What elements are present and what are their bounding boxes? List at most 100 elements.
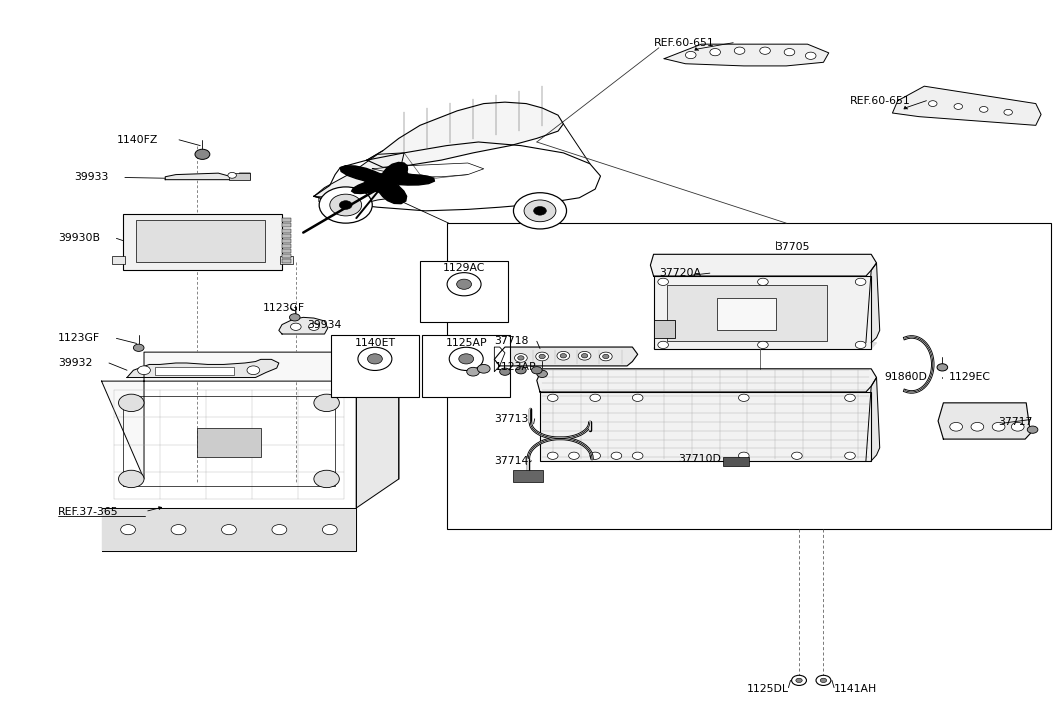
Circle shape: [137, 366, 150, 375]
Circle shape: [536, 352, 549, 361]
Circle shape: [954, 104, 962, 110]
Text: 37713: 37713: [494, 414, 528, 424]
Polygon shape: [102, 352, 399, 508]
Polygon shape: [651, 254, 877, 276]
Text: 91860D: 91860D: [884, 372, 927, 382]
Text: 39933: 39933: [74, 173, 108, 182]
Text: 1125AP: 1125AP: [445, 338, 487, 348]
Circle shape: [1003, 110, 1012, 115]
Bar: [113, 256, 125, 264]
Circle shape: [314, 470, 339, 488]
Bar: [282, 249, 290, 253]
Circle shape: [792, 452, 803, 460]
Bar: [318, 195, 337, 201]
Polygon shape: [866, 263, 880, 343]
Bar: [540, 392, 872, 461]
Bar: [280, 256, 292, 264]
Circle shape: [821, 678, 827, 682]
Text: 1129AC: 1129AC: [443, 264, 486, 273]
Circle shape: [247, 366, 259, 375]
Circle shape: [1027, 426, 1037, 433]
Bar: [654, 319, 675, 338]
Text: 37720A: 37720A: [659, 268, 701, 278]
Circle shape: [514, 354, 527, 362]
Circle shape: [227, 173, 236, 178]
Circle shape: [710, 49, 721, 56]
Circle shape: [314, 394, 339, 412]
Bar: [422, 335, 510, 397]
Circle shape: [319, 187, 372, 223]
Bar: [282, 223, 290, 227]
Text: 1123GF: 1123GF: [263, 303, 305, 313]
Polygon shape: [165, 174, 250, 179]
Circle shape: [119, 470, 144, 488]
Circle shape: [450, 347, 484, 370]
Circle shape: [929, 101, 938, 107]
Circle shape: [560, 354, 567, 358]
Circle shape: [632, 452, 643, 460]
Bar: [513, 470, 543, 482]
Circle shape: [569, 452, 579, 460]
Bar: [446, 223, 1050, 529]
Bar: [282, 259, 290, 263]
Circle shape: [121, 525, 135, 535]
Circle shape: [516, 367, 526, 374]
Circle shape: [557, 351, 570, 360]
Text: REF.60-651: REF.60-651: [654, 38, 714, 48]
Polygon shape: [102, 508, 356, 552]
Circle shape: [760, 47, 771, 54]
Circle shape: [739, 394, 749, 401]
Bar: [282, 229, 290, 232]
Circle shape: [133, 344, 144, 351]
Circle shape: [992, 423, 1005, 431]
Circle shape: [611, 452, 622, 460]
Circle shape: [686, 52, 696, 59]
Circle shape: [590, 394, 601, 401]
Text: 37714: 37714: [494, 456, 528, 466]
Polygon shape: [356, 352, 399, 508]
Bar: [154, 367, 234, 375]
Circle shape: [195, 150, 209, 160]
Circle shape: [581, 354, 588, 358]
Text: 37717: 37717: [998, 417, 1033, 428]
Text: 37710D: 37710D: [678, 454, 721, 464]
Circle shape: [322, 525, 337, 535]
Circle shape: [358, 347, 392, 370]
Polygon shape: [866, 378, 880, 461]
Text: 1140FZ: 1140FZ: [117, 135, 157, 144]
Bar: [135, 219, 265, 261]
Circle shape: [603, 354, 609, 359]
Circle shape: [459, 354, 474, 364]
Polygon shape: [654, 343, 877, 348]
Circle shape: [658, 278, 669, 285]
Text: 1141AH: 1141AH: [834, 684, 877, 694]
Circle shape: [845, 394, 856, 401]
Bar: [420, 261, 508, 322]
Bar: [282, 218, 290, 221]
Bar: [282, 239, 290, 242]
Circle shape: [330, 194, 361, 216]
Polygon shape: [126, 359, 279, 378]
Circle shape: [448, 273, 482, 295]
Text: 1123GF: 1123GF: [58, 333, 100, 343]
Circle shape: [856, 278, 866, 285]
Polygon shape: [494, 347, 638, 366]
Text: 37705: 37705: [776, 242, 810, 252]
Text: REF.37-365: REF.37-365: [58, 507, 119, 516]
Circle shape: [513, 192, 567, 229]
Bar: [668, 285, 827, 341]
Circle shape: [289, 314, 300, 321]
Polygon shape: [664, 44, 829, 66]
Circle shape: [600, 352, 612, 361]
Polygon shape: [279, 317, 327, 334]
Circle shape: [758, 341, 769, 348]
Bar: [123, 213, 282, 270]
Bar: [718, 298, 776, 330]
Bar: [331, 335, 419, 397]
Polygon shape: [340, 163, 435, 204]
Circle shape: [739, 452, 749, 460]
Circle shape: [457, 280, 472, 289]
Polygon shape: [893, 86, 1041, 126]
Polygon shape: [367, 102, 563, 168]
Circle shape: [1011, 423, 1024, 431]
